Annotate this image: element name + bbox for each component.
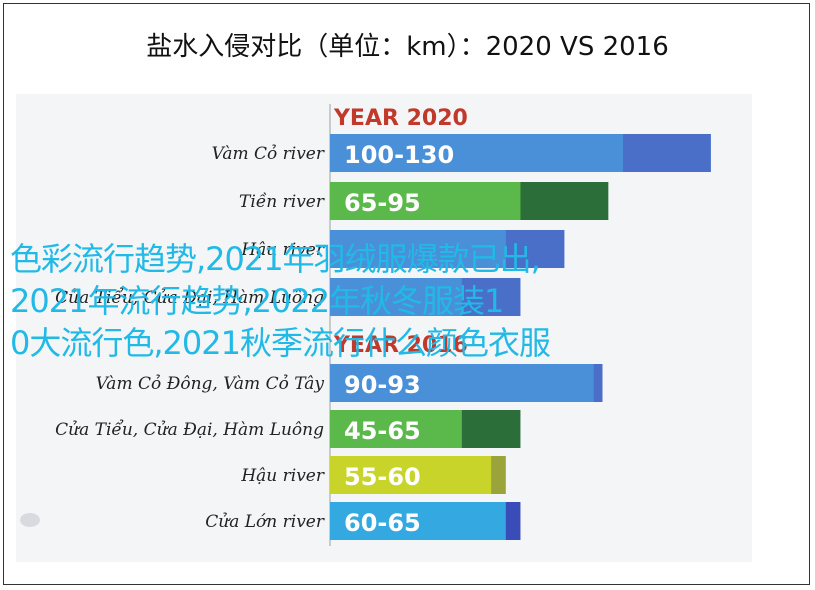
bar-value-label: 90-93 bbox=[344, 371, 421, 399]
overlay-text: 色彩流行趋势,2021年羽绒服爆款已出, 2021年流行趋势,2022年秋冬服装… bbox=[10, 238, 810, 364]
bar-value-label: 55-60 bbox=[344, 463, 421, 491]
section-title-2016: YEAR 2016 bbox=[333, 333, 468, 358]
overlay-line: 0大流行色,2021秋季流行什么颜色衣服 bbox=[10, 324, 551, 362]
chart-title: 盐水入侵对比（单位：km）：2020 VS 2016 bbox=[146, 32, 669, 62]
bar-min bbox=[330, 456, 492, 494]
bar-min bbox=[330, 134, 623, 172]
bar-min bbox=[330, 278, 462, 316]
category-label: Cửa Lớn river bbox=[205, 512, 325, 532]
category-label: Hậu river bbox=[240, 240, 325, 260]
watermark-icon bbox=[20, 513, 40, 527]
category-label: Cửa Tiểu, Cửa Đại, Hàm Luông bbox=[55, 420, 324, 440]
bar-min bbox=[330, 364, 594, 402]
category-label: Vàm Cỏ Đông, Vàm Cỏ Tây bbox=[96, 374, 325, 394]
bar-value-label: 100-130 bbox=[344, 141, 454, 169]
overlay-line: 色彩流行趋势,2021年羽绒服爆款已出, bbox=[10, 240, 541, 278]
category-label: Vàm Cỏ river bbox=[212, 144, 325, 164]
category-label: Tiền river bbox=[239, 192, 325, 212]
bar-min bbox=[330, 502, 506, 540]
bar-min bbox=[330, 230, 506, 268]
category-label: Hậu river bbox=[240, 466, 325, 486]
overlay-line: 2021年流行趋势,2022年秋冬服装1 bbox=[10, 282, 504, 320]
bar-min bbox=[330, 182, 521, 220]
chart-panel: YEAR 2020 Vàm Cỏ river 100-130 Tiền river 65… bbox=[16, 94, 752, 562]
bar-value-label: 60-65 bbox=[344, 509, 421, 537]
bar-min bbox=[330, 410, 462, 448]
category-label: Cửa Tiểu, Cửa Đại, Hàm Luông bbox=[55, 288, 324, 308]
bar-value-label: 65-95 bbox=[344, 189, 421, 217]
section-title-2020: YEAR 2020 bbox=[333, 106, 468, 131]
bar-value-label: 45-65 bbox=[344, 417, 421, 445]
bar-chart: YEAR 2020 Vàm Cỏ river 100-130 Tiền river 65… bbox=[55, 104, 711, 546]
